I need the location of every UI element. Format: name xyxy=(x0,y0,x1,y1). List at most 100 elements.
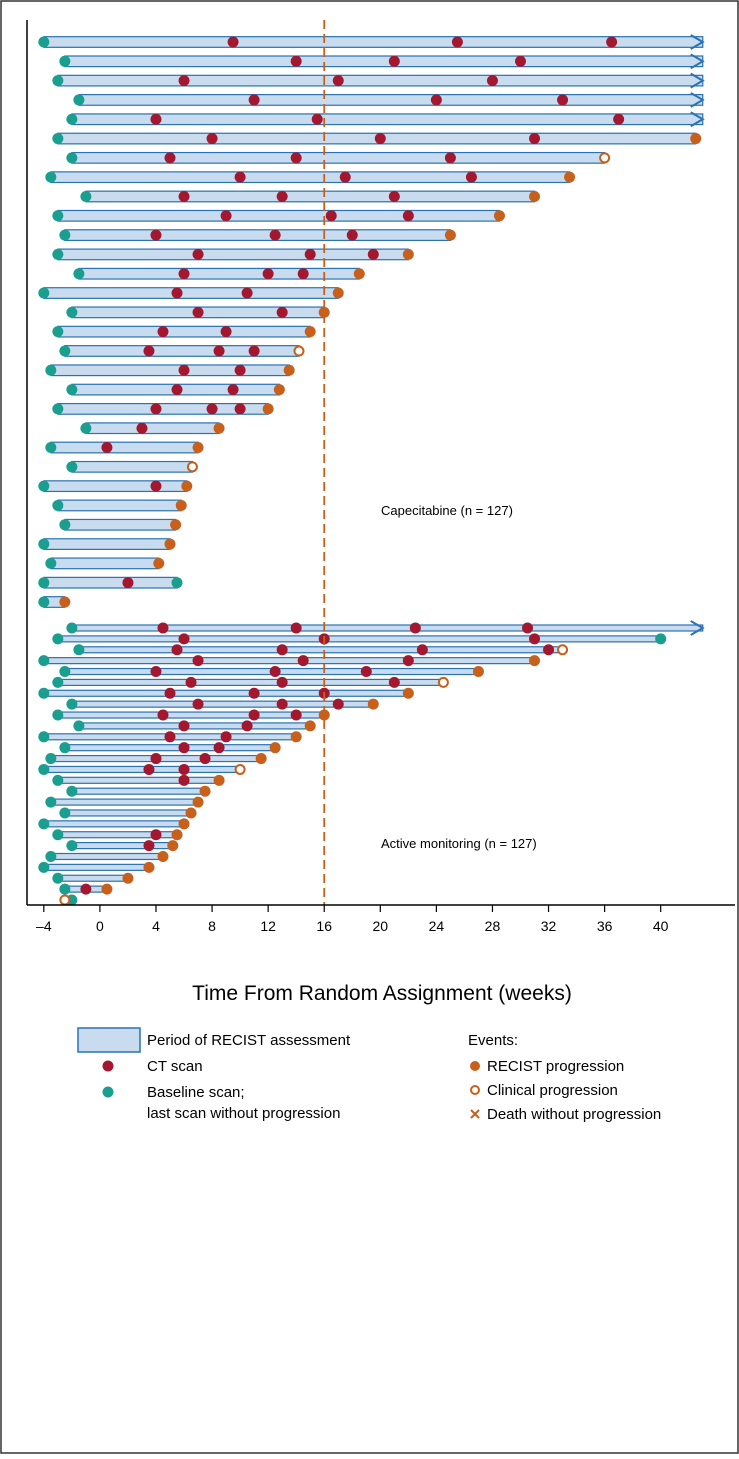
recist-progression xyxy=(402,248,414,260)
ct-scan xyxy=(164,731,176,743)
assessment-bar xyxy=(85,422,220,435)
baseline-scan xyxy=(73,644,85,656)
baseline-scan xyxy=(66,113,78,125)
legend: Period of RECIST assessment CT scan Base… xyxy=(77,1027,661,1123)
ct-scan xyxy=(465,171,477,183)
recist-progression xyxy=(493,210,505,222)
ct-scan xyxy=(276,190,288,202)
recist-progression xyxy=(143,861,155,873)
assessment-bar xyxy=(43,689,409,697)
ct-scan xyxy=(220,210,232,222)
baseline-scan xyxy=(59,519,71,531)
ct-scan xyxy=(220,326,232,338)
ct-scan xyxy=(325,210,337,222)
recist-progression xyxy=(213,774,225,786)
assessment-bar xyxy=(57,248,409,261)
ct-scan xyxy=(297,268,309,280)
ct-scan xyxy=(444,152,456,164)
ct-scan xyxy=(143,840,155,852)
x-tick-label: 20 xyxy=(373,918,389,934)
baseline-scan xyxy=(52,133,64,145)
ct-scan xyxy=(332,75,344,87)
baseline-scan xyxy=(73,94,85,106)
ct-scan xyxy=(486,75,498,87)
baseline-scan xyxy=(52,774,64,786)
ct-scan xyxy=(290,709,302,721)
baseline-scan xyxy=(38,655,50,667)
ct-scan xyxy=(178,190,190,202)
legend-label: last scan without progression xyxy=(147,1105,340,1122)
clinical-progression xyxy=(234,763,246,775)
ct-scan xyxy=(192,655,204,667)
ct-scan xyxy=(543,644,555,656)
ct-scan xyxy=(388,676,400,688)
assessment-bar xyxy=(43,765,241,774)
x-tick-label: 4 xyxy=(152,918,160,934)
recist-progression xyxy=(304,326,316,338)
ct-scan xyxy=(234,171,246,183)
assessment-bar xyxy=(57,325,311,338)
legend-label: Period of RECIST assessment xyxy=(147,1032,351,1049)
baseline-scan xyxy=(45,753,57,765)
ct-scan xyxy=(150,113,162,125)
ct-scan xyxy=(213,345,225,357)
recist-progression xyxy=(255,753,267,765)
legend-swatch xyxy=(470,1061,480,1071)
baseline-scan xyxy=(52,633,64,645)
ct-scan xyxy=(150,229,162,241)
ct-scan xyxy=(276,698,288,710)
assessment-bar xyxy=(43,657,536,665)
baseline-scan xyxy=(52,326,64,338)
ct-scan xyxy=(529,133,541,145)
recist-progression xyxy=(318,709,330,721)
assessment-bar xyxy=(57,209,501,222)
legend-label: RECIST progression xyxy=(487,1058,624,1075)
assessment-bar xyxy=(57,678,444,686)
assessment-bar xyxy=(71,113,704,126)
ct-scan xyxy=(192,698,204,710)
baseline-scan xyxy=(66,152,78,164)
recist-progression xyxy=(167,840,179,852)
ct-scan xyxy=(150,829,162,841)
ct-scan xyxy=(416,644,428,656)
ct-scan xyxy=(402,655,414,667)
legend-title: Events: xyxy=(468,1032,518,1049)
legend-swatch xyxy=(102,1060,114,1072)
baseline-scan xyxy=(38,687,50,699)
ct-scan xyxy=(241,287,253,299)
ct-scan xyxy=(241,720,253,732)
recist-progression xyxy=(262,403,274,415)
ct-scan xyxy=(143,763,155,775)
ct-scan xyxy=(157,622,169,634)
recist-progression xyxy=(170,519,182,531)
ongoing-arrow xyxy=(690,34,705,50)
group-label: Capecitabine (n = 127) xyxy=(381,503,513,518)
baseline-scan xyxy=(45,442,57,454)
recist-progression xyxy=(283,364,295,376)
recist-progression xyxy=(153,557,165,569)
recist-progression xyxy=(185,807,197,819)
x-tick-label: 0 xyxy=(96,918,104,934)
baseline-scan xyxy=(66,698,78,710)
assessment-bar xyxy=(78,722,311,730)
legend-label: Death without progression xyxy=(487,1106,661,1123)
recist-progression xyxy=(192,442,204,454)
baseline-scan xyxy=(52,829,64,841)
recist-progression xyxy=(181,480,193,492)
ct-scan xyxy=(346,229,358,241)
recist-progression xyxy=(318,306,330,318)
ct-scan xyxy=(171,287,183,299)
ct-scan xyxy=(150,753,162,765)
assessment-bar xyxy=(71,700,374,708)
ct-scan xyxy=(248,709,260,721)
baseline-scan xyxy=(66,461,78,473)
baseline-scan xyxy=(66,306,78,318)
ct-scan xyxy=(213,742,225,754)
recist-progression xyxy=(175,499,187,511)
ct-scan xyxy=(206,133,218,145)
recist-progression xyxy=(529,190,541,202)
ct-scan xyxy=(143,345,155,357)
recist-progression xyxy=(290,731,302,743)
assessment-bar xyxy=(85,190,536,203)
baseline-scan xyxy=(45,557,57,569)
